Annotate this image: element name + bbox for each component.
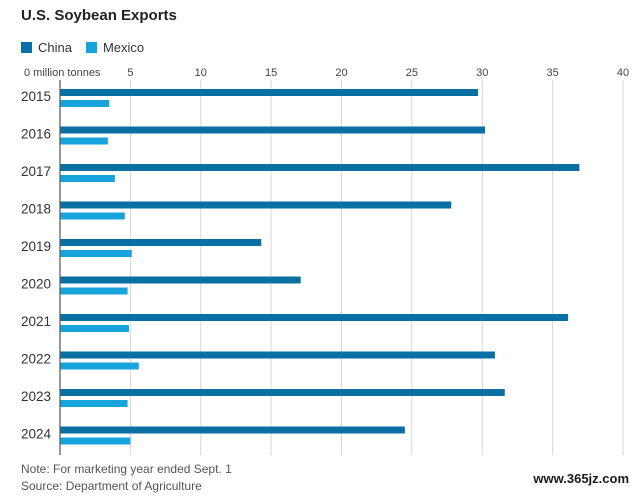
watermark: www.365jz.com [530,470,632,487]
x-tick-label: 25 [406,67,418,79]
x-tick-label: 35 [547,67,559,79]
bar-china [60,389,505,396]
category-label: 2023 [21,389,51,404]
bar-china [60,351,495,359]
x-tick-label: 30 [476,67,488,79]
category-label: 2016 [21,127,51,142]
category-label: 2015 [21,89,51,104]
bar-mexico [60,250,132,257]
bar-mexico [60,400,128,407]
chart-title: U.S. Soybean Exports [21,7,177,24]
legend-item-mexico: Mexico [85,40,145,55]
bar-china [60,201,452,209]
bar-china [60,426,405,434]
x-tick-label: 5 [127,67,133,79]
bar-china [60,276,301,284]
bar-china [60,89,479,96]
bar-china [60,314,569,321]
bar-mexico [60,437,131,445]
bar-mexico [60,325,129,332]
bar-china [60,126,486,134]
category-label: 2018 [21,202,51,217]
x-tick-label: 15 [265,67,277,79]
chart-note: Note: For marketing year ended Sept. 1 [21,462,232,476]
x-tick-label: 0 million tonnes [24,67,101,79]
legend-swatch-china [21,42,32,53]
legend-swatch-mexico [85,42,97,53]
bar-mexico [60,175,115,182]
bar-mexico [60,100,110,107]
x-tick-label: 40 [617,67,629,79]
x-tick-label: 20 [335,67,347,79]
bar-mexico [60,137,108,145]
legend-label-china: China [38,40,72,55]
category-label: 2024 [21,427,52,442]
bar-mexico [60,287,128,295]
legend-item-china: China [21,40,72,55]
chart-source: Source: Department of Agriculture [21,479,202,493]
category-label: 2021 [21,314,51,329]
category-label: 2017 [21,164,51,179]
bar-china [60,239,262,246]
category-label: 2019 [21,239,51,254]
bar-china [60,164,580,171]
bar-mexico [60,362,139,370]
bar-mexico [60,212,125,220]
category-label: 2020 [21,277,51,292]
legend-label-mexico: Mexico [102,40,145,55]
legend: China Mexico [21,40,158,55]
category-label: 2022 [21,352,51,367]
x-tick-label: 10 [195,67,207,79]
